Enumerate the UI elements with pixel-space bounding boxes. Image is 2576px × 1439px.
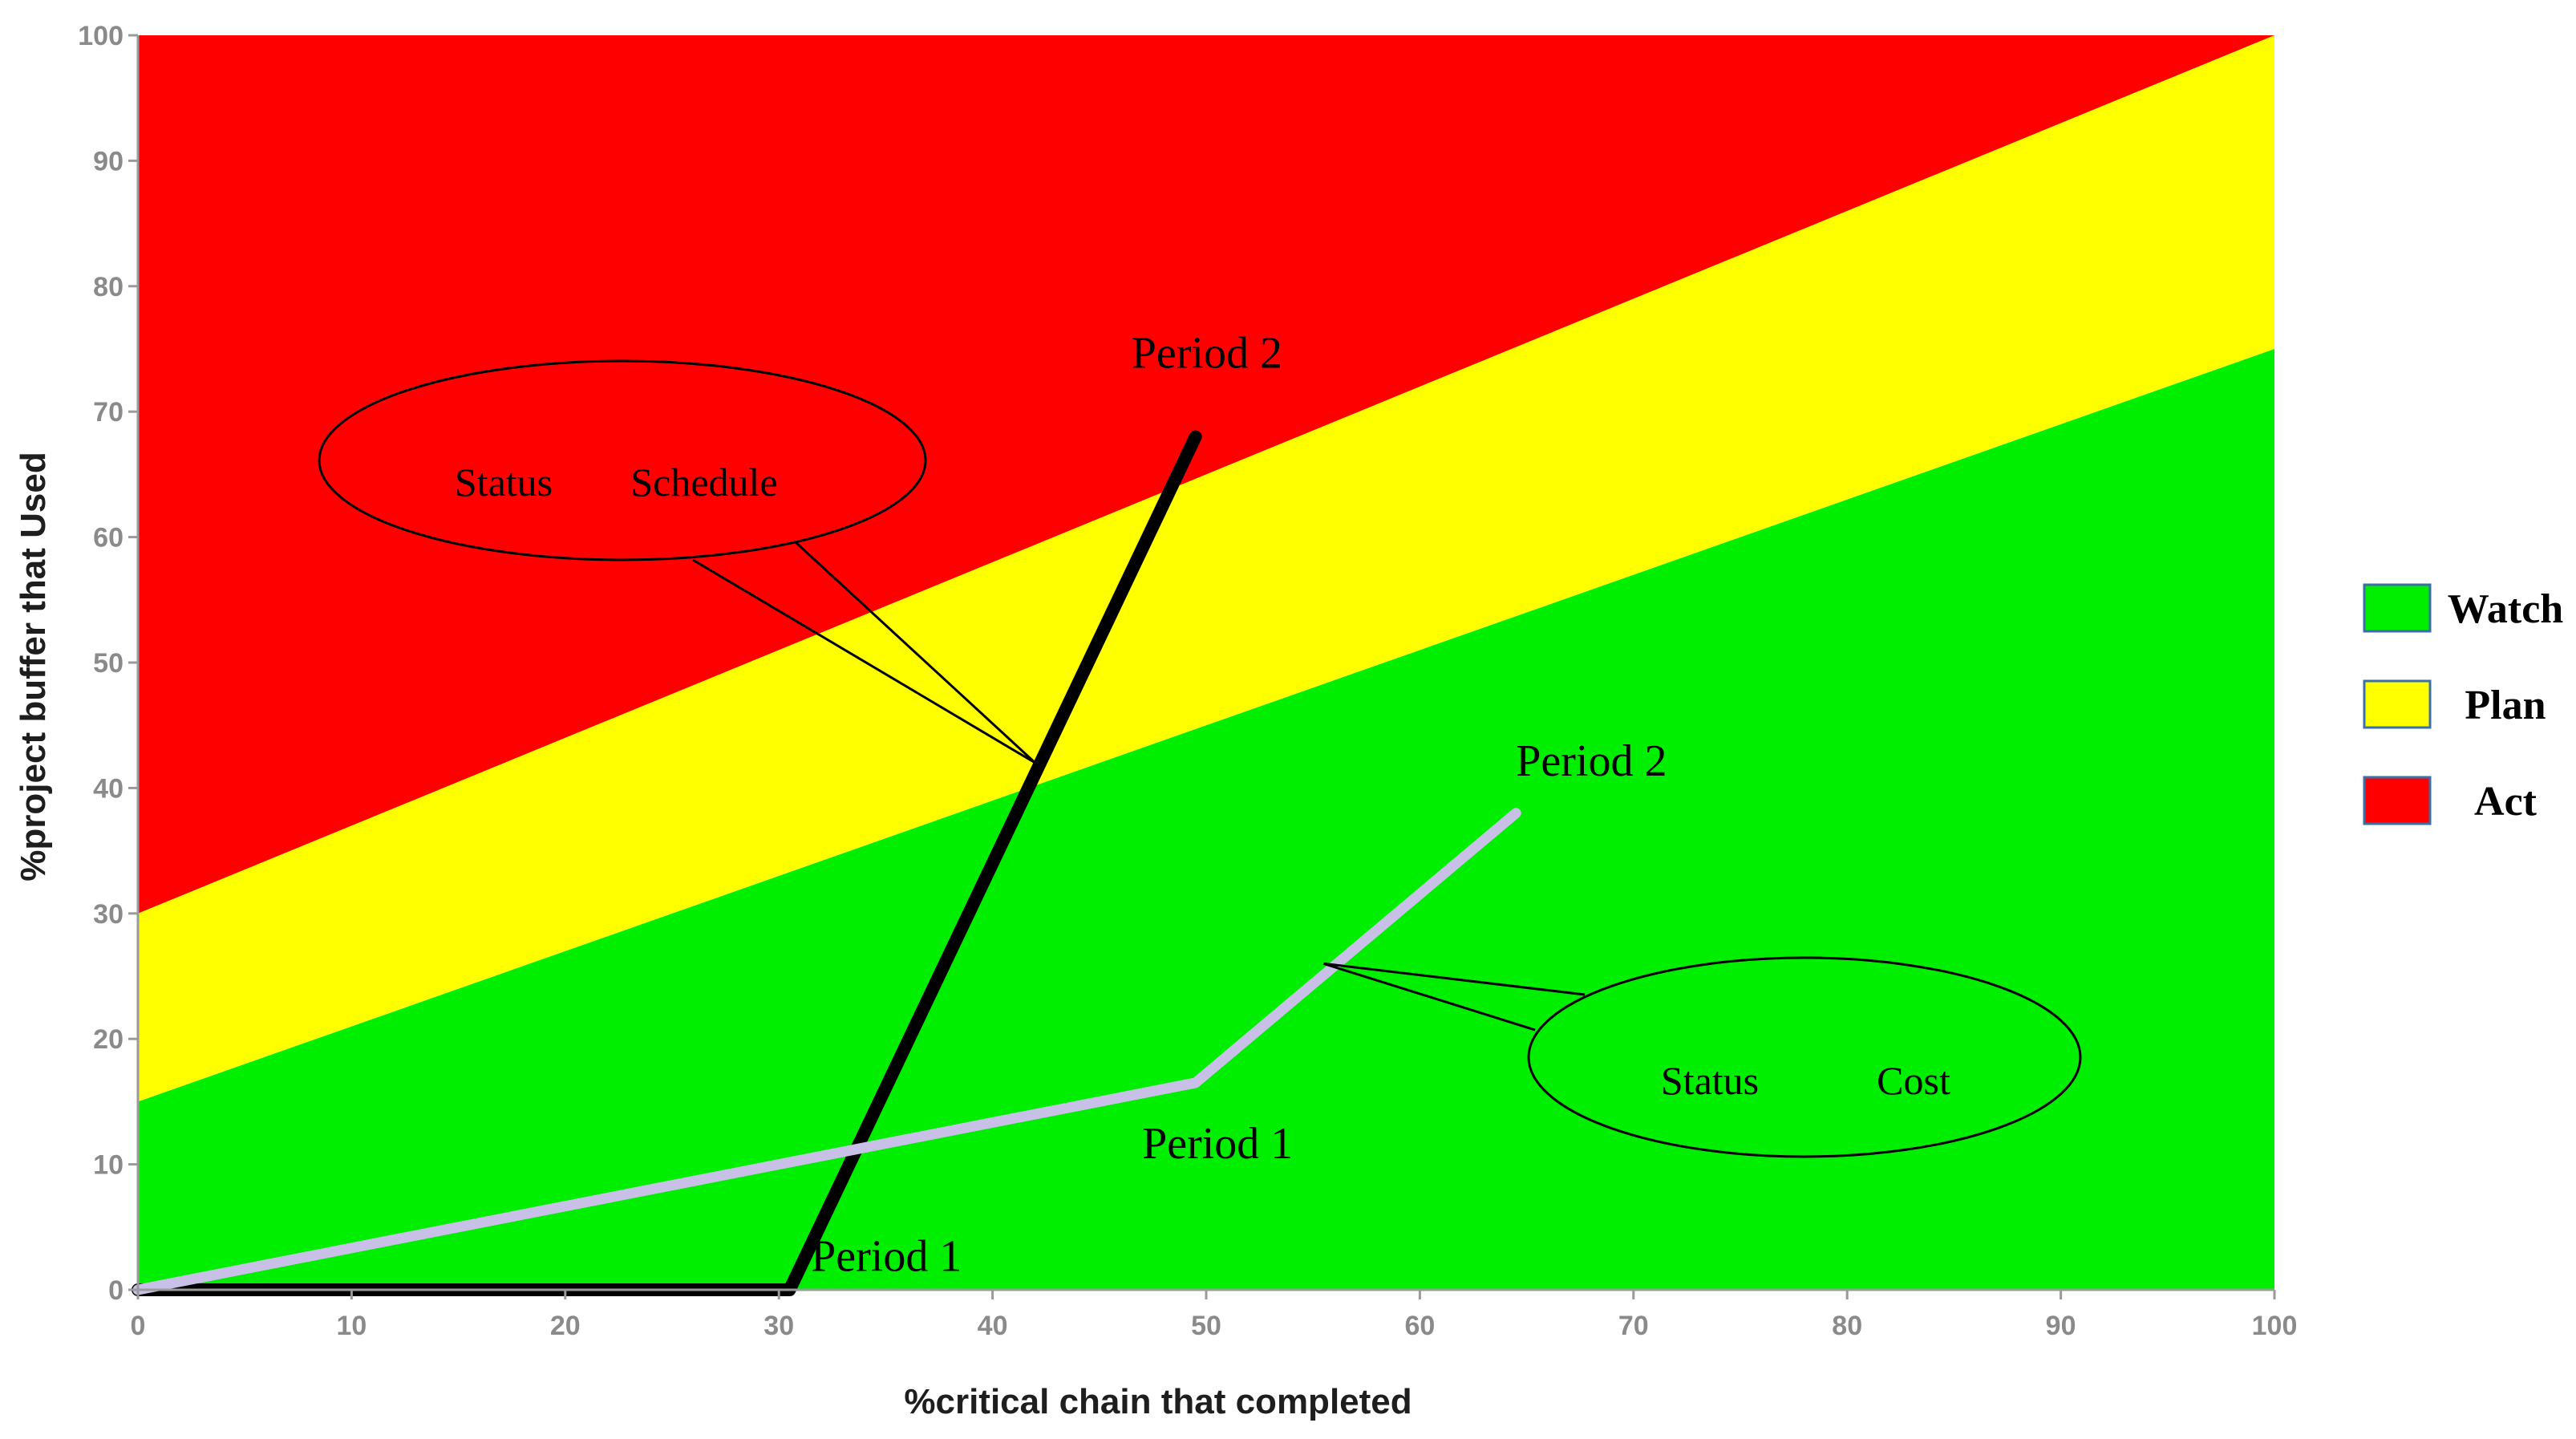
zone-areas [138, 35, 2274, 1290]
schedule_p2-label: Period 2 [1132, 328, 1282, 378]
zone-watch [138, 349, 2274, 1290]
legend-label-act: Act [2474, 779, 2538, 825]
x-tick-label: 60 [1404, 1311, 1435, 1341]
y-tick-label: 100 [78, 21, 124, 51]
schedule_p1-label: Period 1 [811, 1232, 962, 1282]
x-tick-label: 100 [2252, 1311, 2298, 1341]
legend-swatch-act [2363, 776, 2432, 825]
y-tick-label: 70 [93, 397, 124, 428]
cost-callout-cost-text: Cost [1877, 1058, 1950, 1103]
x-tick-label: 40 [978, 1311, 1008, 1341]
schedule-callout-pointer [692, 541, 1036, 764]
x-tick-label: 30 [763, 1311, 794, 1341]
y-tick-label: 40 [93, 773, 124, 804]
schedule-callout-schedule-text: Schedule [630, 460, 777, 505]
cost-callout-status-text: Status [1661, 1058, 1759, 1103]
cost_p1-label: Period 1 [1142, 1119, 1293, 1169]
y-tick-label: 80 [93, 272, 124, 302]
x-tick-label: 50 [1191, 1311, 1221, 1341]
y-tick-label: 10 [93, 1150, 124, 1181]
zone-act [138, 35, 2274, 914]
x-tick-label: 0 [131, 1311, 146, 1341]
cost-callout-pointer [1323, 962, 1586, 1032]
y-axis-title: %project buffer that Used [14, 452, 53, 881]
y-tick-label: 30 [93, 899, 124, 930]
schedule-status-callout: Status Schedule [318, 359, 1036, 764]
x-tick-label: 80 [1832, 1311, 1862, 1341]
legend-swatch-watch [2363, 583, 2432, 633]
y-tick-label: 60 [93, 523, 124, 553]
cost_p2-label: Period 2 [1516, 736, 1667, 786]
legend-label-watch: Watch [2448, 586, 2564, 632]
y-tick-label: 20 [93, 1024, 124, 1055]
x-tick-label: 70 [1618, 1311, 1649, 1341]
y-tick-label: 50 [93, 648, 124, 679]
chart-axes: 0 10 20 30 40 50 60 70 80 90 100 0 10 20 30 40 50 60 70 80 9… [14, 21, 2297, 1421]
y-tick-label: 0 [108, 1275, 124, 1306]
point-annotations: Period 1 Period 2 Period 1 Period 2 [811, 328, 1667, 1281]
schedule-callout-bubble [318, 359, 927, 561]
cost-callout-bubble [1527, 956, 2082, 1158]
x-tick-label: 90 [2046, 1311, 2076, 1341]
schedule-callout-status-text: Status [455, 460, 553, 505]
cost-status-callout: Status Cost [1323, 956, 2082, 1158]
legend-swatch-plan [2363, 679, 2432, 729]
zone-plan [138, 35, 2274, 1102]
y-tick-label: 90 [93, 146, 124, 176]
legend-label-plan: Plan [2465, 683, 2546, 728]
legend: Watch Plan Act [2363, 583, 2564, 825]
x-tick-label: 10 [336, 1311, 367, 1341]
x-axis-title: %critical chain that completed [904, 1382, 1412, 1421]
x-tick-label: 20 [550, 1311, 581, 1341]
cost-series-line [132, 808, 1521, 1295]
